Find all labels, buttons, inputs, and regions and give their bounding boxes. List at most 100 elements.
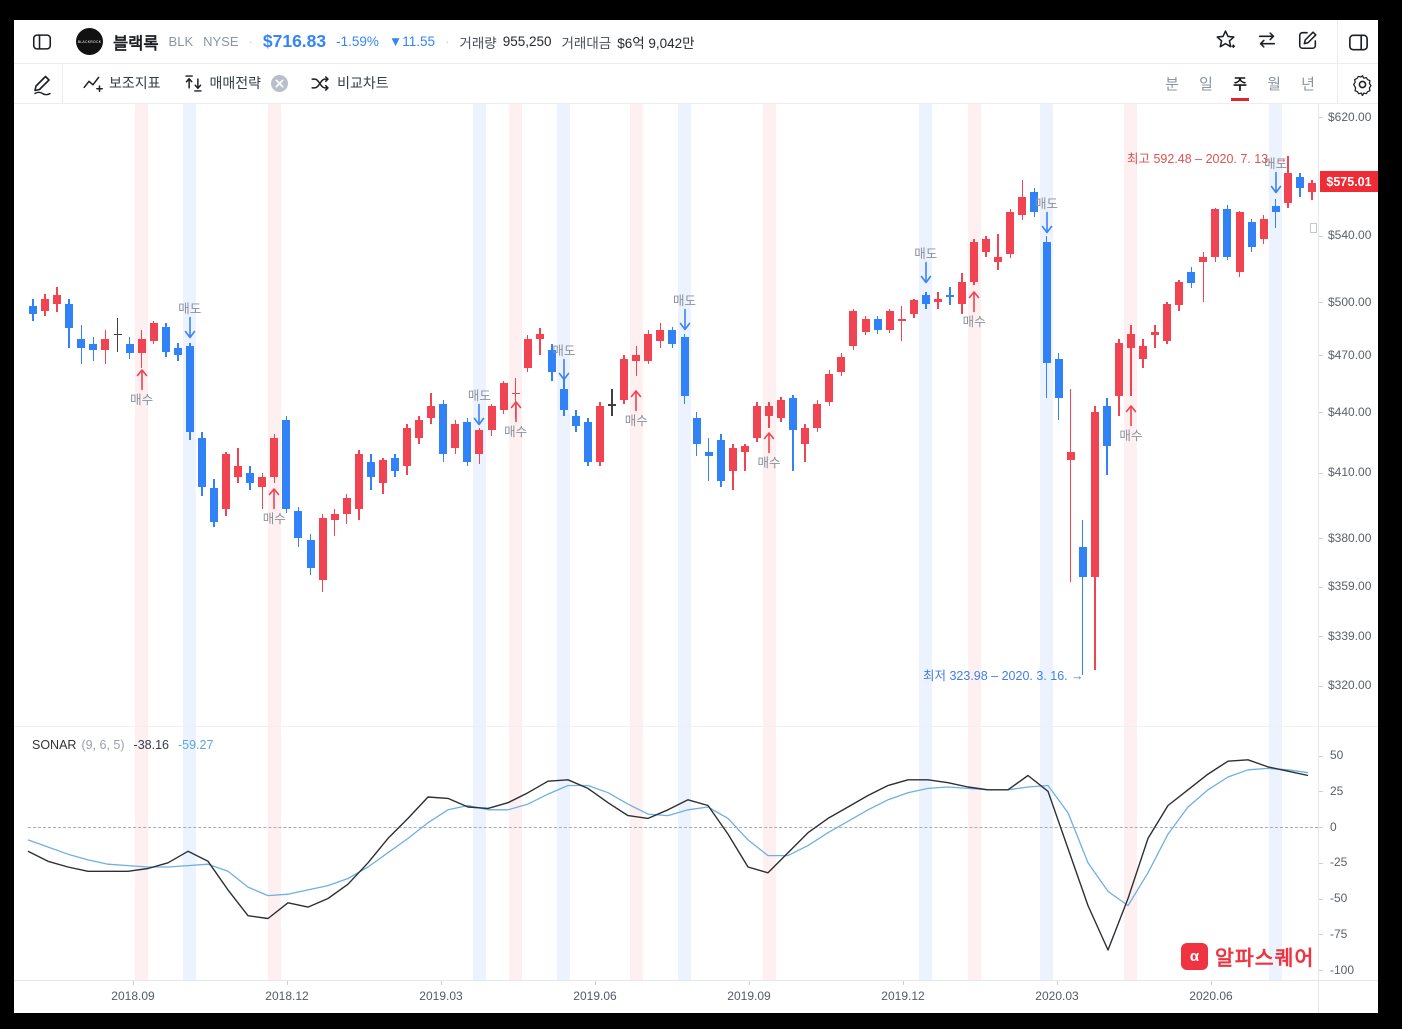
chart-settings-button[interactable]	[1349, 71, 1375, 97]
candle-body	[1271, 206, 1280, 213]
candle-wick	[1274, 198, 1277, 228]
sidebar-toggle-button[interactable]	[30, 30, 54, 54]
candle-body	[511, 392, 520, 395]
alphasquare-logo-text: 알파스퀘어	[1215, 947, 1315, 970]
candle-body	[1295, 177, 1304, 188]
timeframe-tab-주[interactable]: 주	[1233, 75, 1247, 93]
sonar-tick	[1318, 934, 1323, 936]
sonar-tick-label: -75	[1330, 926, 1348, 941]
date-tick	[133, 980, 134, 985]
date-label: 2020.03	[1035, 989, 1079, 1003]
candle-body	[1151, 331, 1159, 336]
candle-body	[173, 348, 182, 356]
timeframe-tab-분[interactable]: 분	[1165, 75, 1179, 93]
candle-body	[499, 383, 508, 410]
strategy-label: 매매전략	[209, 75, 262, 91]
candle-body	[1283, 172, 1292, 203]
timeframe-tab-년[interactable]: 년	[1301, 75, 1315, 93]
low-annotation: 최저 323.98 – 2020. 3. 16. →	[923, 669, 1084, 683]
candle-body	[813, 404, 822, 428]
price-tick-label: $620.00	[1328, 109, 1372, 124]
edit-chart-button[interactable]	[1297, 29, 1319, 51]
strategy-button[interactable]: 매매전략	[183, 73, 289, 94]
candle-body	[294, 511, 303, 538]
indicators-button[interactable]: 보조지표	[82, 73, 161, 94]
buy-arrow-icon	[136, 369, 147, 391]
candle-wick	[1081, 520, 1084, 676]
buy-signal-band	[629, 103, 643, 980]
price-tick	[1318, 117, 1323, 118]
strategy-remove-button[interactable]	[271, 74, 289, 92]
sell-signal-band	[183, 103, 197, 980]
candle-body	[1187, 271, 1196, 284]
right-divider	[1337, 20, 1338, 103]
candle-body	[113, 333, 122, 336]
candle-body	[53, 295, 62, 304]
candle-body	[801, 427, 810, 444]
sonar-name: SONAR	[32, 738, 77, 752]
candle-body	[487, 406, 496, 430]
change-amount: ▼11.55	[388, 34, 436, 49]
buy-signal-label: 매수	[624, 414, 648, 428]
candle-body	[439, 404, 448, 454]
alphasquare-logo-icon: α	[1181, 942, 1208, 970]
candle-wick	[792, 394, 794, 471]
candle-wick	[237, 447, 239, 484]
sell-signal-label: 매도	[178, 302, 202, 316]
current-price: $716.83	[262, 31, 327, 51]
window-frame-right	[1378, 0, 1402, 1029]
candle-body	[378, 460, 387, 484]
candle-body	[1247, 221, 1256, 247]
close-icon	[275, 79, 284, 87]
candle-body	[403, 427, 411, 467]
date-tick	[1057, 980, 1058, 985]
panel-right-icon	[1348, 33, 1368, 51]
candle-body	[1199, 256, 1208, 262]
candle-body	[825, 373, 834, 403]
trade-strategy-icon	[184, 74, 202, 92]
compare-chart-button[interactable]: 비교차트	[310, 73, 389, 94]
date-label: 2019.12	[881, 989, 925, 1003]
favorite-button[interactable]	[1214, 28, 1237, 51]
sonar-indicator-header[interactable]: SONAR (9, 6, 5) -38.16 -59.27	[32, 738, 213, 752]
candle-wick	[744, 443, 746, 471]
candle-body	[1114, 342, 1123, 397]
price-tick-label: $320.00	[1328, 678, 1372, 693]
price-tick	[1318, 636, 1323, 638]
candle-body	[571, 415, 580, 426]
last-price-tag: $575.01	[1320, 171, 1378, 193]
sonar-tick-label: 0	[1330, 819, 1337, 834]
price-tick-label: $410.00	[1328, 465, 1372, 480]
candle-body	[752, 406, 761, 438]
candle-body	[1090, 412, 1099, 578]
timeframe-tab-월[interactable]: 월	[1267, 75, 1281, 93]
timeframe-tab-일[interactable]: 일	[1199, 75, 1213, 93]
ticker-name: 블랙록	[113, 34, 159, 53]
turnover-label: 거래대금	[561, 35, 612, 51]
sell-arrow-icon	[184, 316, 196, 339]
candle-body	[837, 357, 846, 372]
buy-signal-band	[1124, 103, 1138, 980]
candle-body	[451, 423, 460, 448]
candle-wick	[1202, 251, 1205, 302]
date-label: 2019.03	[419, 989, 463, 1003]
sonar-tick	[1318, 791, 1323, 793]
buy-signal-band	[267, 103, 281, 980]
sonar-tick	[1318, 755, 1323, 757]
compare-symbol-button[interactable]	[1255, 29, 1279, 51]
right-panel-toggle-button[interactable]	[1346, 30, 1370, 54]
sell-arrow-icon	[1270, 171, 1281, 194]
price-tick-label: $339.00	[1328, 628, 1372, 643]
indicators-label: 보조지표	[109, 75, 161, 91]
window-frame-left	[0, 0, 14, 1029]
draw-tool-button[interactable]	[30, 71, 56, 97]
date-tick	[903, 980, 904, 985]
candle-body	[1042, 242, 1051, 363]
buy-arrow-icon	[268, 488, 280, 510]
candle-body	[1054, 358, 1063, 399]
sonar-tick-label: -25	[1330, 855, 1348, 870]
candle-wick	[997, 234, 999, 270]
high-annotation: 최고 592.48 – 2020. 7. 13. →	[1127, 152, 1288, 166]
sonar-tick	[1318, 827, 1323, 828]
date-label: 2020.06	[1189, 989, 1233, 1003]
